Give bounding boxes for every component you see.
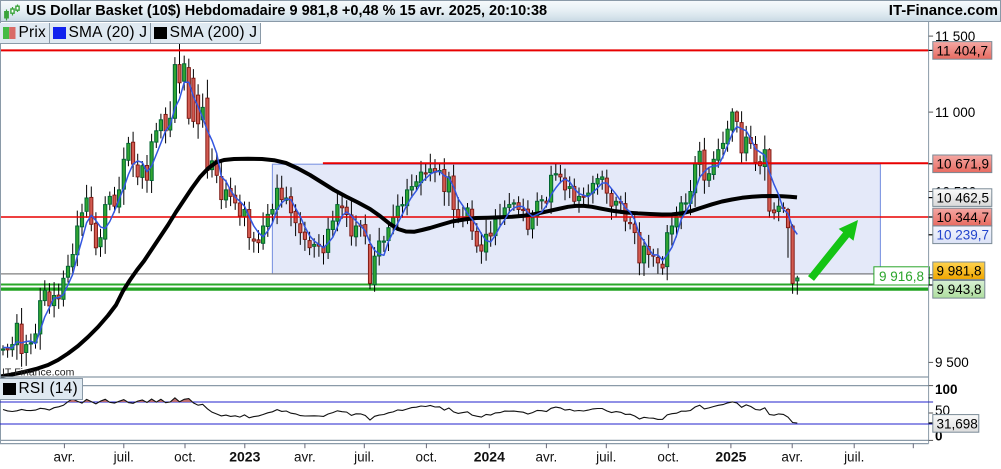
svg-text:2023: 2023 <box>229 449 260 465</box>
svg-text:juil.: juil. <box>843 450 864 465</box>
svg-text:avr.: avr. <box>294 450 316 465</box>
svg-text:31,698: 31,698 <box>937 416 978 431</box>
svg-text:oct.: oct. <box>174 450 196 465</box>
svg-text:11 404,7: 11 404,7 <box>937 43 989 58</box>
svg-text:9 981,8: 9 981,8 <box>937 264 982 279</box>
svg-text:2024: 2024 <box>474 449 505 465</box>
svg-text:10 462,5: 10 462,5 <box>937 191 990 206</box>
svg-text:juil.: juil. <box>353 450 374 465</box>
svg-text:oct.: oct. <box>416 450 438 465</box>
svg-text:10 344,7: 10 344,7 <box>937 210 990 225</box>
svg-text:2025: 2025 <box>715 449 746 465</box>
svg-text:100: 100 <box>935 382 958 397</box>
svg-text:avr.: avr. <box>54 450 76 465</box>
svg-text:10 671,9: 10 671,9 <box>937 157 990 172</box>
svg-text:avr.: avr. <box>536 450 558 465</box>
svg-text:juil.: juil. <box>595 450 616 465</box>
svg-text:0: 0 <box>935 429 943 444</box>
svg-text:avr.: avr. <box>781 450 803 465</box>
svg-text:11 500: 11 500 <box>935 29 975 44</box>
svg-text:oct.: oct. <box>657 450 679 465</box>
svg-text:9 943,8: 9 943,8 <box>937 282 982 297</box>
svg-text:9 500: 9 500 <box>935 355 969 370</box>
svg-text:juil.: juil. <box>113 450 134 465</box>
svg-text:11 000: 11 000 <box>935 105 975 120</box>
svg-text:10 239,7: 10 239,7 <box>937 228 990 243</box>
svg-text:IT-Finance.com: IT-Finance.com <box>2 367 75 379</box>
svg-text:9 916,8: 9 916,8 <box>879 269 924 284</box>
